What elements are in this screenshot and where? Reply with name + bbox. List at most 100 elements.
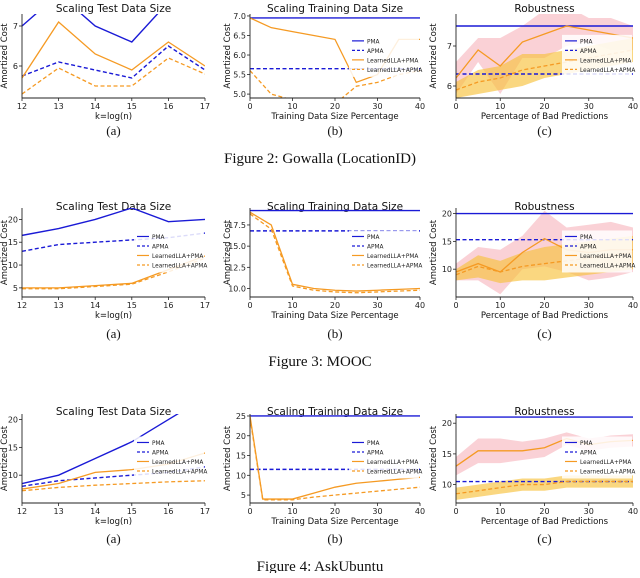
x-tick-label: 20: [539, 507, 549, 516]
x-axis-label: Training Data Size Percentage: [270, 112, 398, 122]
y-tick-label: 5.0: [233, 90, 246, 99]
subfigure-label: (c): [537, 326, 551, 341]
y-tick-label: 5: [13, 284, 18, 293]
x-tick-label: 40: [415, 507, 425, 516]
x-tick-label: 14: [90, 301, 100, 310]
series-line-learnedlla-apma: [22, 480, 205, 492]
subfigure-label: (c): [537, 123, 551, 138]
x-axis-label: k=log(n): [95, 311, 132, 321]
y-tick-label: 15.0: [228, 242, 246, 251]
x-tick-label: 10: [287, 301, 297, 310]
chart-title: Scaling Test Data Size: [56, 406, 171, 418]
y-tick-label: 12.5: [228, 263, 246, 272]
legend-entry: LearnedLLA+PMA: [367, 58, 418, 64]
series-line-pma: [22, 208, 205, 237]
legend-entry: LearnedLLA+APMA: [367, 263, 422, 269]
figure-caption: Figure 2: Gowalla (LocationID): [224, 151, 416, 167]
legend-entry: PMA: [367, 235, 379, 241]
x-tick-label: 14: [90, 102, 100, 111]
subfigure-label: (c): [537, 531, 551, 546]
y-tick-label: 7: [447, 42, 452, 51]
legend-entry: LearnedLLA+PMA: [367, 460, 418, 466]
chart-title: Scaling Training Data Size: [267, 406, 403, 418]
legend-entry: LearnedLLA+PMA: [580, 254, 631, 260]
legend-entry: LearnedLLA+APMA: [580, 68, 635, 74]
x-tick-label: 20: [330, 507, 340, 516]
legend-entry: PMA: [580, 441, 592, 447]
y-axis-label: Amortized Cost: [0, 23, 10, 89]
legend: PMA APMA LearnedLLA+PMA LearnedLLA+APMA: [562, 436, 635, 479]
x-axis-label: Percentage of Bad Predictions: [481, 517, 609, 527]
legend: PMA APMA LearnedLLA+PMA LearnedLLA+APMA: [134, 436, 207, 479]
chart-2-b: Scaling Training Data Size 0 10 20 30 40 5.0 5.…: [223, 3, 425, 138]
x-tick-label: 0: [247, 301, 252, 310]
legend-entry: PMA: [580, 235, 592, 241]
x-tick-label: 14: [90, 507, 100, 516]
x-axis-label: Training Data Size Percentage: [270, 311, 398, 321]
x-tick-label: 16: [163, 301, 173, 310]
series-line-learnedlla-apma: [22, 57, 205, 95]
legend-entry: PMA: [580, 39, 592, 45]
legend-entry: APMA: [152, 450, 168, 456]
x-tick-label: 30: [372, 102, 382, 111]
chart-3-a: Scaling Test Data Size 12 13 14 15 16 17 5 10 15 2…: [0, 201, 210, 341]
y-axis-label: Amortized Cost: [223, 425, 233, 491]
x-tick-label: 40: [628, 301, 638, 310]
y-axis-label: Amortized Cost: [223, 23, 233, 89]
legend-entry: APMA: [367, 49, 383, 55]
legend-entry: LearnedLLA+APMA: [152, 469, 207, 475]
x-tick-label: 0: [453, 301, 458, 310]
legend: PMA APMA LearnedLLA+PMA LearnedLLA+APMA: [134, 230, 207, 273]
y-tick-label: 17.5: [228, 221, 246, 230]
series-line-learnedlla-pma: [250, 211, 420, 292]
x-axis-label: k=log(n): [95, 112, 132, 122]
x-axis-label: Percentage of Bad Predictions: [481, 311, 609, 321]
x-tick-label: 0: [453, 507, 458, 516]
x-tick-label: 10: [495, 301, 505, 310]
series-line-pma: [22, 414, 179, 485]
series-line-learnedlla-pma: [456, 25, 633, 79]
y-tick-label: 20: [8, 416, 18, 425]
x-tick-label: 0: [453, 102, 458, 111]
y-tick-label: 5: [241, 491, 246, 500]
x-axis-label: Training Data Size Percentage: [270, 517, 398, 527]
y-tick-label: 10: [8, 471, 18, 480]
legend-entry: PMA: [152, 235, 164, 241]
y-axis-label: Amortized Cost: [223, 219, 233, 285]
x-tick-label: 13: [54, 301, 64, 310]
chart-2-c: Robustness 0 10 20 30 40 6 7 Percentage of Bad P…: [429, 3, 638, 138]
figure-caption: Figure 3: MOOC: [268, 354, 371, 370]
x-tick-label: 20: [330, 301, 340, 310]
series-line-learnedlla-apma: [456, 480, 633, 495]
y-tick-label: 15: [236, 452, 246, 461]
chart-title: Scaling Training Data Size: [267, 3, 403, 15]
y-tick-label: 15: [8, 238, 18, 247]
y-tick-label: 6: [447, 82, 452, 91]
x-tick-label: 30: [584, 301, 594, 310]
y-tick-label: 7: [13, 22, 18, 31]
legend-entry: PMA: [367, 441, 379, 447]
x-tick-label: 30: [584, 102, 594, 111]
chart-4-a: Scaling Test Data Size 12 13 14 15 16 17 10 15 20…: [0, 406, 210, 546]
y-tick-label: 5.5: [233, 71, 246, 80]
y-tick-label: 10: [442, 481, 452, 490]
subfigure-label: (a): [106, 123, 120, 138]
subfigure-label: (b): [327, 531, 342, 546]
series-line-learnedlla-pma: [250, 415, 420, 500]
x-axis-label: Percentage of Bad Predictions: [481, 112, 609, 122]
y-axis-label: Amortized Cost: [0, 425, 10, 491]
x-tick-label: 20: [539, 301, 549, 310]
chart-title: Scaling Test Data Size: [56, 201, 171, 213]
y-tick-label: 10: [236, 471, 246, 480]
series-line-apma: [22, 45, 205, 79]
x-tick-label: 13: [54, 102, 64, 111]
y-axis-label: Amortized Cost: [429, 219, 439, 285]
x-tick-label: 10: [287, 102, 297, 111]
x-tick-label: 20: [330, 102, 340, 111]
legend: PMA APMA LearnedLLA+PMA LearnedLLA+APMA: [562, 230, 635, 273]
x-tick-label: 40: [415, 102, 425, 111]
y-tick-label: 6.0: [233, 51, 246, 60]
legend-entry: LearnedLLA+PMA: [580, 58, 631, 64]
